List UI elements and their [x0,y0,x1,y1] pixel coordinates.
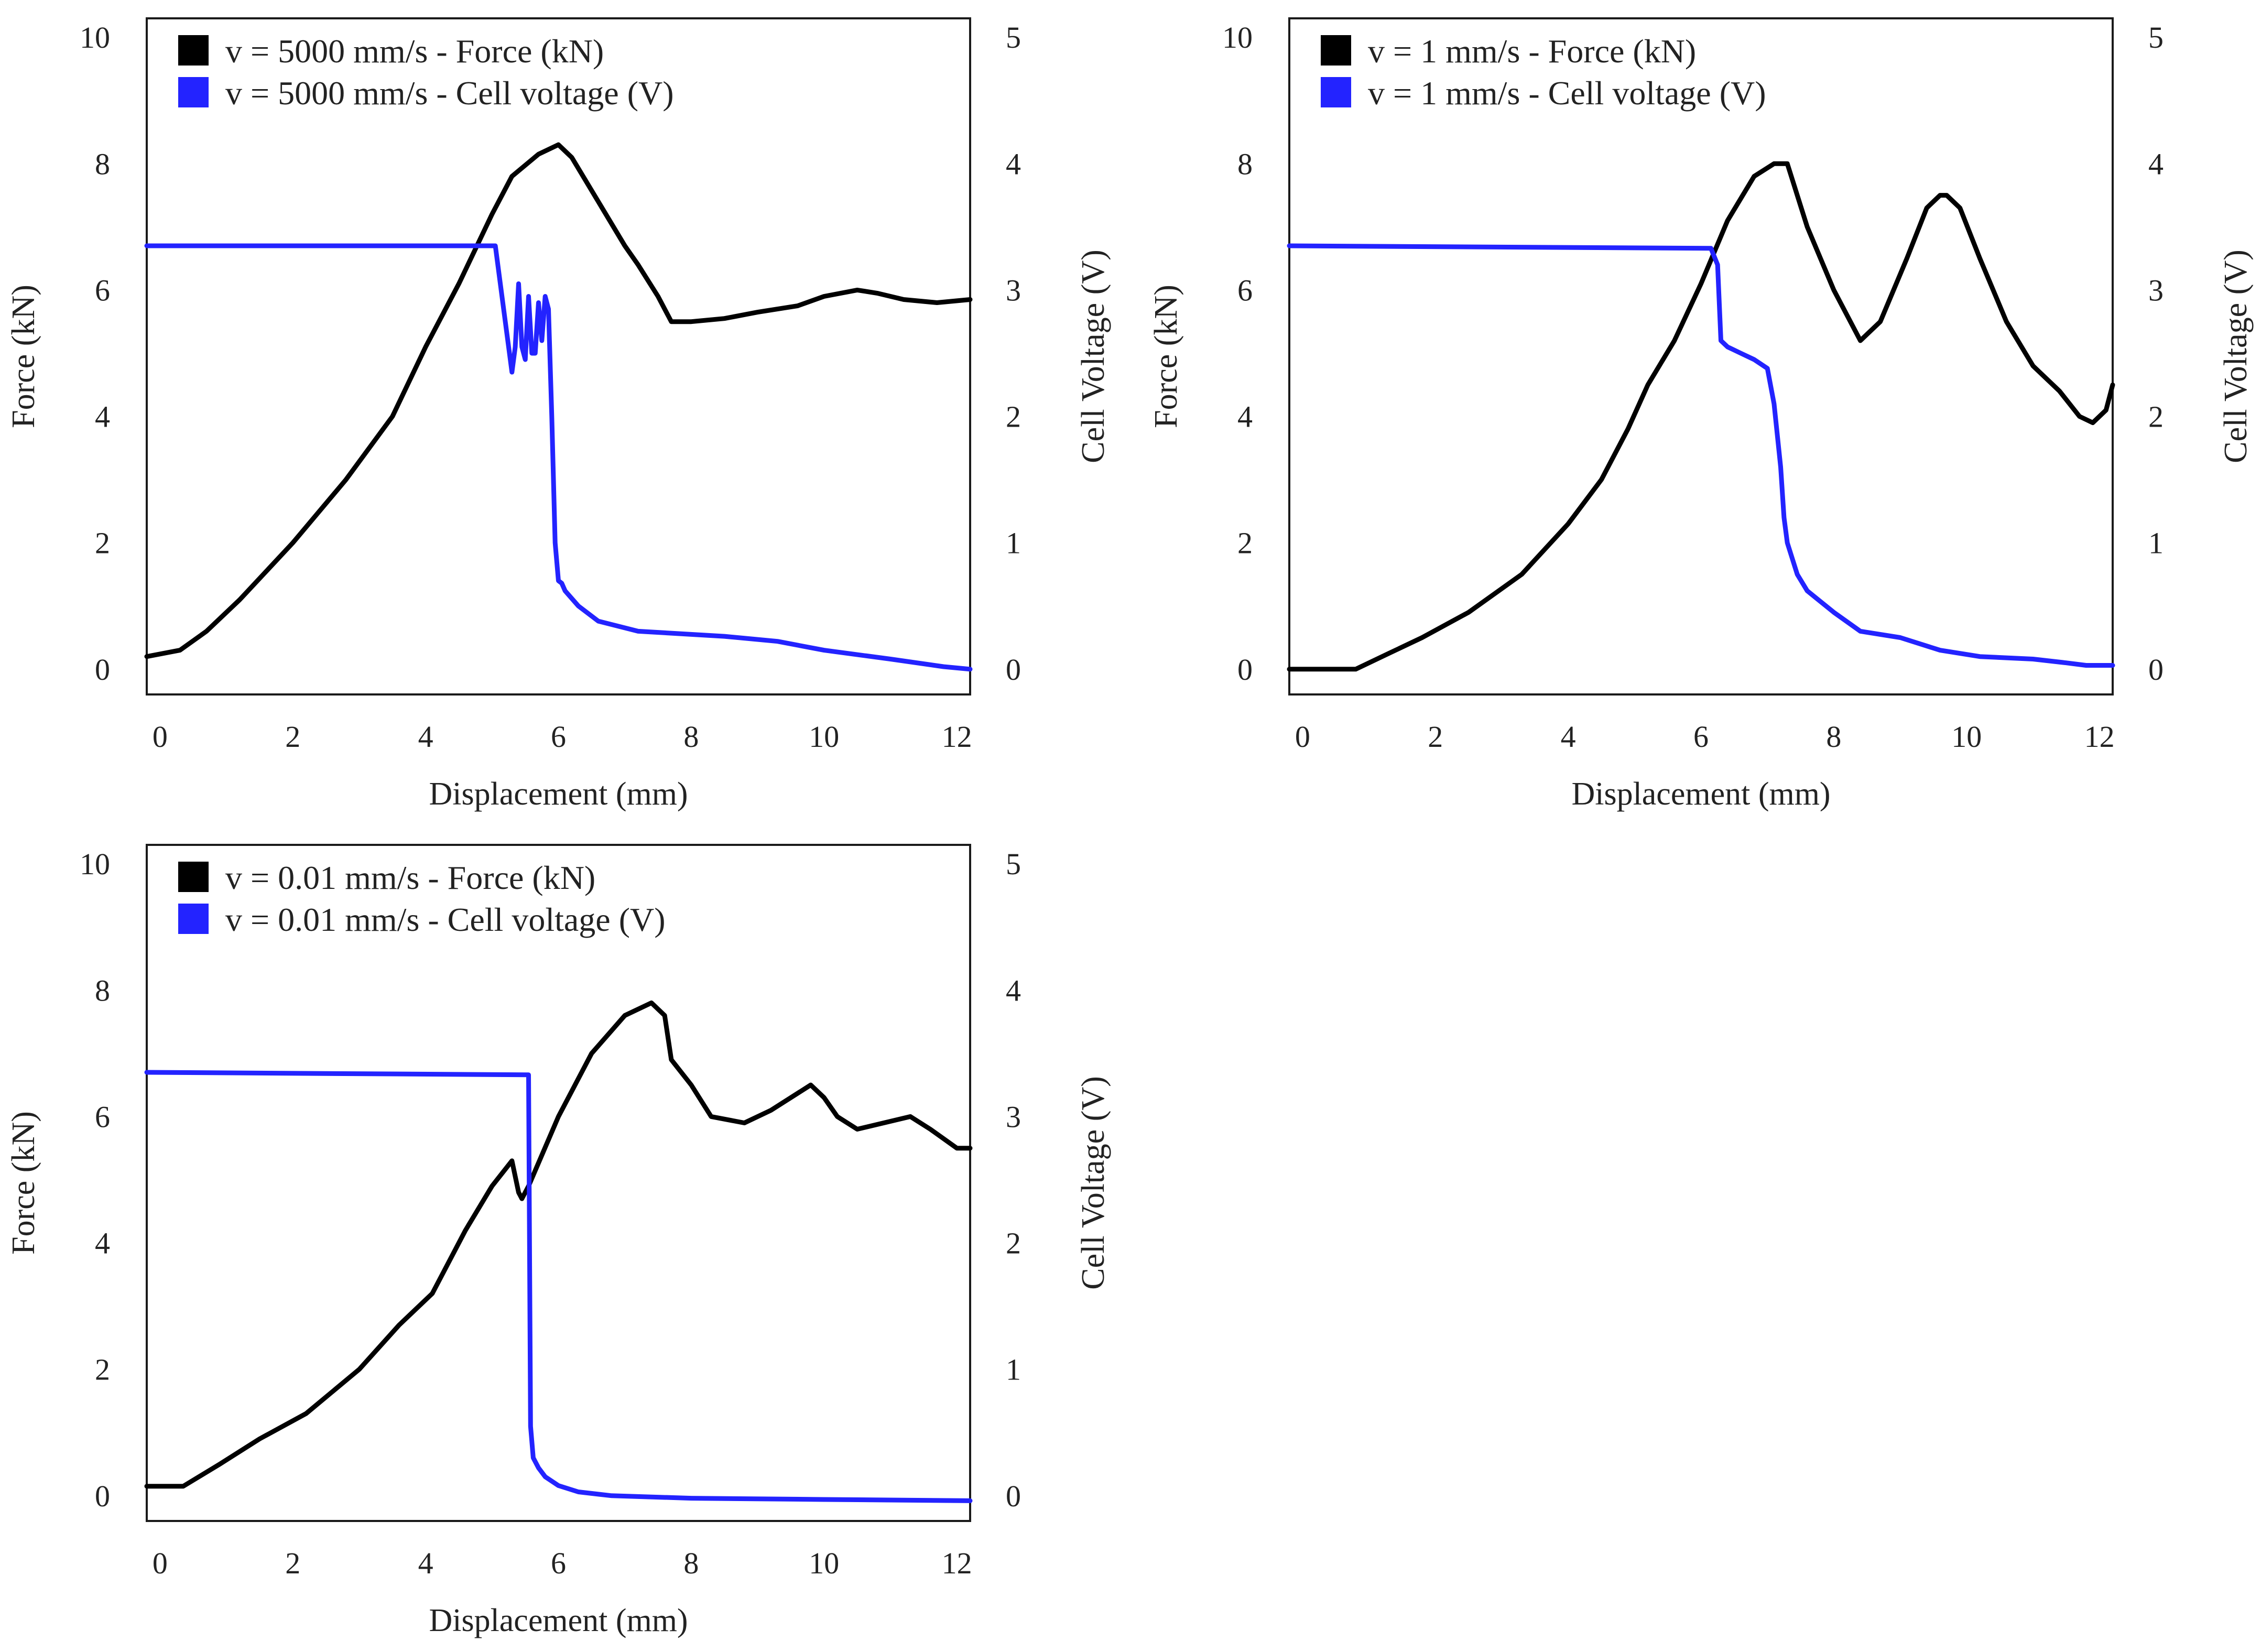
y-tick-label: 6 [95,1100,110,1134]
x-tick-label: 4 [418,1546,433,1580]
y2-tick-label: 1 [2148,526,2164,560]
y-tick-label: 0 [1237,653,1253,687]
x-tick-label: 2 [285,720,300,754]
x-tick-label: 12 [942,1546,972,1580]
x-tick-label: 4 [1561,720,1576,754]
y2-tick-label: 2 [1006,400,1021,434]
y2-axis-title: Cell Voltage (V) [1075,1076,1111,1290]
legend-label: v = 5000 mm/s - Force (kN) [225,32,604,70]
x-tick-label: 0 [153,720,168,754]
y-tick-label: 2 [95,526,110,560]
y-tick-label: 4 [95,400,110,434]
y2-tick-label: 1 [1006,1353,1021,1387]
legend-label: v = 0.01 mm/s - Force (kN) [225,859,595,896]
y2-tick-label: 5 [1006,20,1021,55]
force-series-line [144,1000,973,1489]
legend-swatch [1321,35,1351,66]
y-tick-label: 10 [80,847,110,881]
y-tick-label: 10 [1222,20,1253,55]
voltage-series-line [144,243,973,672]
x-tick-label: 8 [683,720,699,754]
force-series-line [144,142,973,659]
legend-label: v = 1 mm/s - Force (kN) [1368,32,1696,70]
y2-tick-label: 3 [1006,1100,1021,1134]
y-tick-label: 6 [1237,273,1253,307]
legend-swatch [178,77,209,107]
y-tick-label: 8 [95,973,110,1007]
voltage-series-line [1287,243,2115,668]
y2-tick-label: 2 [1006,1226,1021,1260]
y-tick-label: 0 [95,1479,110,1513]
legend-swatch [178,862,209,892]
y2-tick-label: 2 [2148,400,2164,434]
y2-axis-title: Cell Voltage (V) [1075,249,1111,463]
y2-tick-label: 4 [1006,973,1021,1007]
y-axis-title: Force (kN) [6,1111,41,1255]
legend-swatch [178,35,209,66]
y-tick-label: 4 [95,1226,110,1260]
y2-tick-label: 1 [1006,526,1021,560]
x-tick-label: 4 [418,720,433,754]
y-axis-title: Force (kN) [6,285,41,428]
x-tick-label: 12 [2084,720,2115,754]
x-tick-label: 2 [285,1546,300,1580]
y2-tick-label: 4 [2148,147,2164,181]
y2-tick-label: 3 [1006,273,1021,307]
x-tick-label: 2 [1428,720,1443,754]
x-tick-label: 6 [551,720,566,754]
y2-tick-label: 0 [1006,1479,1021,1513]
legend-swatch [178,904,209,934]
y-tick-label: 10 [80,20,110,55]
legend-label: v = 0.01 mm/s - Cell voltage (V) [225,901,666,938]
voltage-series-line [144,1070,973,1503]
x-axis-title: Displacement (mm) [1571,776,1830,812]
plot-frame [146,844,971,1522]
y2-tick-label: 4 [1006,147,1021,181]
x-tick-label: 10 [809,720,839,754]
plot-frame [1288,17,2114,695]
plot-frame [146,17,971,695]
y-tick-label: 2 [95,1353,110,1387]
y-axis-title: Force (kN) [1148,285,1184,428]
y2-tick-label: 0 [2148,653,2164,687]
legend-label: v = 5000 mm/s - Cell voltage (V) [225,74,674,112]
legend-swatch [1321,77,1351,107]
x-axis-title: Displacement (mm) [429,1603,688,1638]
x-tick-label: 6 [551,1546,566,1580]
y-tick-label: 6 [95,273,110,307]
x-tick-label: 12 [942,720,972,754]
y-tick-label: 8 [95,147,110,181]
y2-tick-label: 5 [2148,20,2164,55]
y2-axis-title: Cell Voltage (V) [2218,249,2254,463]
x-tick-label: 8 [683,1546,699,1580]
y-tick-label: 0 [95,653,110,687]
x-tick-label: 0 [1295,720,1310,754]
y2-tick-label: 0 [1006,653,1021,687]
y2-tick-label: 5 [1006,847,1021,881]
y2-tick-label: 3 [2148,273,2164,307]
y-tick-label: 2 [1237,526,1253,560]
x-tick-label: 8 [1826,720,1841,754]
x-tick-label: 10 [809,1546,839,1580]
x-tick-label: 6 [1693,720,1709,754]
force-series-line [1287,161,2115,672]
x-tick-label: 0 [153,1546,168,1580]
y-tick-label: 8 [1237,147,1253,181]
x-axis-title: Displacement (mm) [429,776,688,812]
legend-label: v = 1 mm/s - Cell voltage (V) [1368,74,1766,112]
x-tick-label: 10 [1951,720,1982,754]
y-tick-label: 4 [1237,400,1253,434]
